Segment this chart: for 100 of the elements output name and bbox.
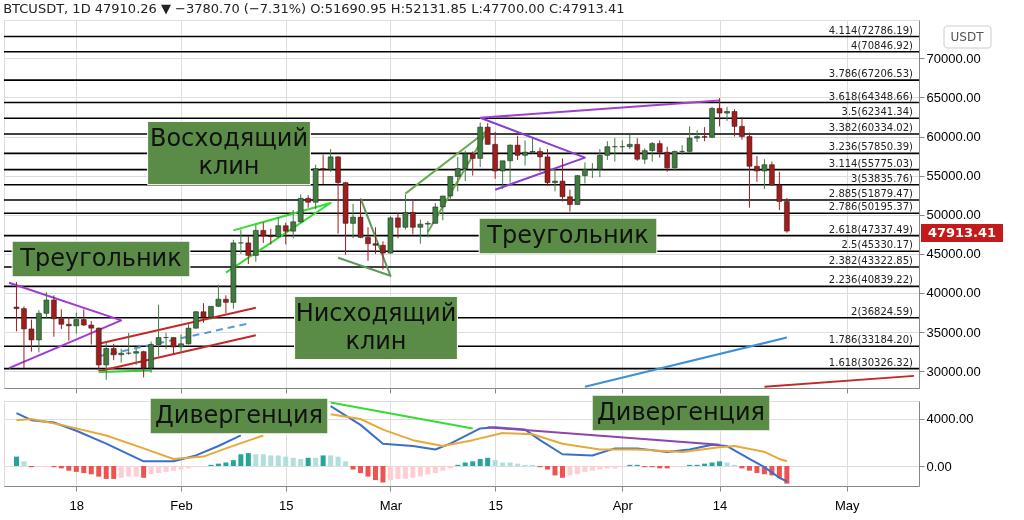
x-tick-label: Apr bbox=[612, 497, 634, 513]
ref-line-label: 3(53835.76) bbox=[851, 172, 914, 184]
ref-line-label: 2.5(45330.17) bbox=[841, 239, 914, 251]
bar bbox=[507, 462, 513, 467]
ref-line-label: 1.786(33184.20) bbox=[828, 334, 914, 346]
bar bbox=[253, 454, 259, 467]
annotation: Нисходящий клин bbox=[295, 299, 457, 355]
bar bbox=[21, 461, 27, 467]
y-tick-label: 40000.00 bbox=[926, 285, 981, 301]
y-tick-label: 60000.00 bbox=[926, 129, 981, 145]
bar bbox=[402, 466, 408, 479]
bar bbox=[387, 466, 393, 481]
bar bbox=[477, 458, 483, 467]
bar bbox=[260, 454, 266, 467]
ref-line-label: 2.618(47337.49) bbox=[828, 223, 914, 235]
candlestick bbox=[245, 235, 252, 265]
bar bbox=[784, 466, 790, 484]
bar bbox=[432, 466, 438, 474]
bar bbox=[148, 466, 154, 475]
bar bbox=[372, 466, 378, 481]
bar bbox=[88, 466, 94, 475]
bar bbox=[709, 462, 715, 467]
bar bbox=[298, 458, 304, 467]
bar bbox=[754, 466, 760, 474]
ref-line-label: 4.114(72786.19) bbox=[828, 24, 914, 36]
ref-line-label: 2.885(51879.47) bbox=[828, 188, 914, 200]
annotation: Дивергенция bbox=[597, 398, 765, 426]
ref-line-label: 3.236(57850.39) bbox=[828, 141, 914, 153]
bar bbox=[223, 462, 229, 467]
bar bbox=[559, 466, 565, 478]
bar bbox=[552, 466, 558, 476]
ref-line-label: 2.236(40839.22) bbox=[828, 274, 914, 286]
bar bbox=[171, 466, 177, 471]
bar bbox=[238, 454, 244, 467]
bar bbox=[156, 466, 162, 474]
y-tick-label: 50000.00 bbox=[926, 207, 981, 223]
bar bbox=[66, 466, 72, 471]
x-tick-label: 15 bbox=[488, 497, 503, 513]
bar bbox=[268, 455, 274, 467]
y-tick-label: 65000.00 bbox=[926, 89, 981, 105]
bar bbox=[245, 453, 251, 467]
bar bbox=[574, 466, 580, 475]
bar bbox=[500, 462, 506, 467]
annotation: Восходящий клин bbox=[149, 124, 309, 180]
bar bbox=[343, 461, 349, 467]
bar bbox=[141, 466, 147, 478]
bar bbox=[103, 466, 109, 479]
bar bbox=[13, 456, 19, 467]
y-axis-title: USDT bbox=[950, 30, 985, 44]
bar bbox=[567, 466, 573, 476]
bar bbox=[597, 466, 603, 470]
bar bbox=[118, 466, 124, 478]
ref-line-label: 3.618(64348.66) bbox=[828, 90, 914, 102]
bar bbox=[81, 466, 87, 474]
bar bbox=[440, 466, 446, 471]
bar bbox=[111, 466, 117, 479]
ref-line-label: 3.114(55775.03) bbox=[828, 157, 914, 169]
bar bbox=[395, 466, 401, 479]
bar bbox=[328, 455, 334, 467]
y-tick-label: 55000.00 bbox=[926, 168, 981, 184]
bar bbox=[724, 462, 730, 467]
bar bbox=[485, 457, 491, 467]
x-tick-label: 18 bbox=[69, 497, 85, 513]
bar bbox=[350, 466, 356, 470]
bar bbox=[73, 466, 79, 472]
bar bbox=[425, 466, 431, 475]
bar bbox=[462, 462, 468, 467]
bar bbox=[133, 466, 139, 477]
x-tick-label: May bbox=[834, 497, 860, 513]
bar bbox=[410, 466, 416, 478]
annotation: Треугольник bbox=[486, 221, 649, 249]
ref-line-label: 4(70846.92) bbox=[851, 39, 914, 51]
candlestick bbox=[619, 139, 626, 154]
bar bbox=[380, 466, 386, 483]
x-tick-label: Feb bbox=[170, 497, 193, 513]
ref-line-label: 2.382(43322.85) bbox=[828, 254, 914, 266]
bar bbox=[283, 456, 289, 467]
bar bbox=[96, 466, 102, 477]
text: 47913.41 bbox=[927, 225, 997, 240]
bar bbox=[365, 466, 371, 477]
annotation: Треугольник bbox=[19, 244, 182, 272]
x-tick-label: 14 bbox=[712, 497, 728, 513]
bar bbox=[470, 461, 476, 467]
x-tick-label: 15 bbox=[279, 497, 294, 513]
y-tick-label: 35000.00 bbox=[926, 324, 981, 340]
y-tick-label: 4000.00 bbox=[926, 411, 974, 427]
bar bbox=[126, 466, 132, 477]
bar bbox=[582, 466, 588, 472]
bar bbox=[492, 460, 498, 467]
y-tick-label: 45000.00 bbox=[926, 246, 981, 262]
bar bbox=[746, 466, 752, 471]
ref-line-label: 3.5(62341.34) bbox=[841, 106, 914, 118]
ref-line-label: 3.382(60334.02) bbox=[828, 121, 914, 133]
bar bbox=[358, 466, 364, 474]
bar bbox=[313, 457, 319, 467]
ref-line-label: 2(36824.59) bbox=[851, 305, 914, 317]
ref-line-label: 1.618(30326.32) bbox=[828, 356, 914, 368]
bar bbox=[163, 466, 169, 472]
annotation: Дивергенция bbox=[155, 401, 323, 429]
bar bbox=[230, 460, 236, 467]
